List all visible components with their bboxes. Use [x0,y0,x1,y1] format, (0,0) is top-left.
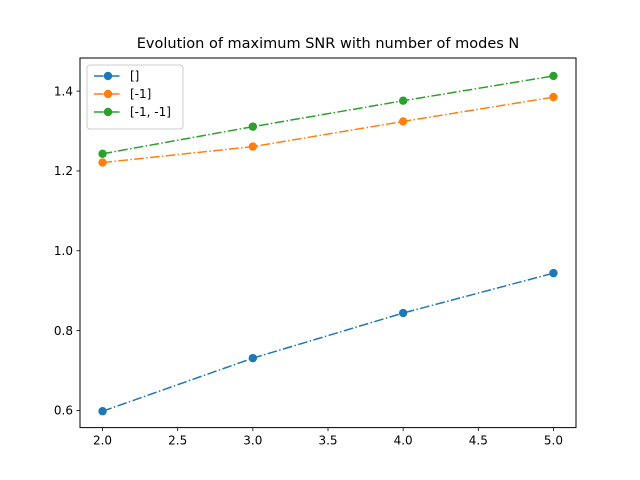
y-tick-label: 1.0 [54,244,73,258]
chart-title: Evolution of maximum SNR with number of … [137,36,520,52]
data-point [98,407,107,416]
x-tick-label: 2.0 [93,434,112,448]
legend-label: [-1] [130,87,151,101]
y-tick-label: 1.2 [54,164,73,178]
series-layer [98,71,558,416]
data-point [549,71,558,81]
data-point [398,96,408,105]
legend-label: [] [130,69,139,83]
x-tick-label: 4.5 [469,434,488,448]
x-tick-label: 5.0 [544,434,563,448]
data-point [248,122,258,131]
data-point [98,158,107,167]
x-tick-label: 4.0 [394,434,413,448]
series-line [102,75,554,155]
series-line [102,96,554,164]
data-point [398,308,408,318]
legend-item: [-1, -1] [94,105,171,119]
series-line [102,272,554,412]
x-axis: 2.0 2.5 3.0 3.5 4.0 4.5 5.0 [93,427,563,448]
x-tick-label: 3.5 [318,434,337,448]
legend-item: [] [94,69,139,83]
series-2 [98,71,558,158]
x-tick-label: 2.5 [168,434,187,448]
data-point [549,268,558,278]
legend: [] [-1] [-1, -1] [86,64,184,130]
data-point [248,142,258,151]
y-tick-label: 0.6 [54,404,73,418]
series-1 [98,92,558,167]
data-point [248,353,258,363]
data-point [398,117,408,126]
legend-label: [-1, -1] [130,105,171,119]
y-tick-label: 1.4 [54,84,73,98]
legend-marker [103,107,113,117]
y-axis: 0.6 0.8 1.0 1.2 1.4 [54,84,80,418]
legend-marker [103,71,113,81]
legend-marker [103,89,113,99]
x-tick-label: 3.0 [243,434,262,448]
series-0 [98,268,558,416]
y-tick-label: 0.8 [54,324,73,338]
data-point [98,149,107,158]
data-point [549,92,558,102]
legend-item: [-1] [94,87,151,101]
